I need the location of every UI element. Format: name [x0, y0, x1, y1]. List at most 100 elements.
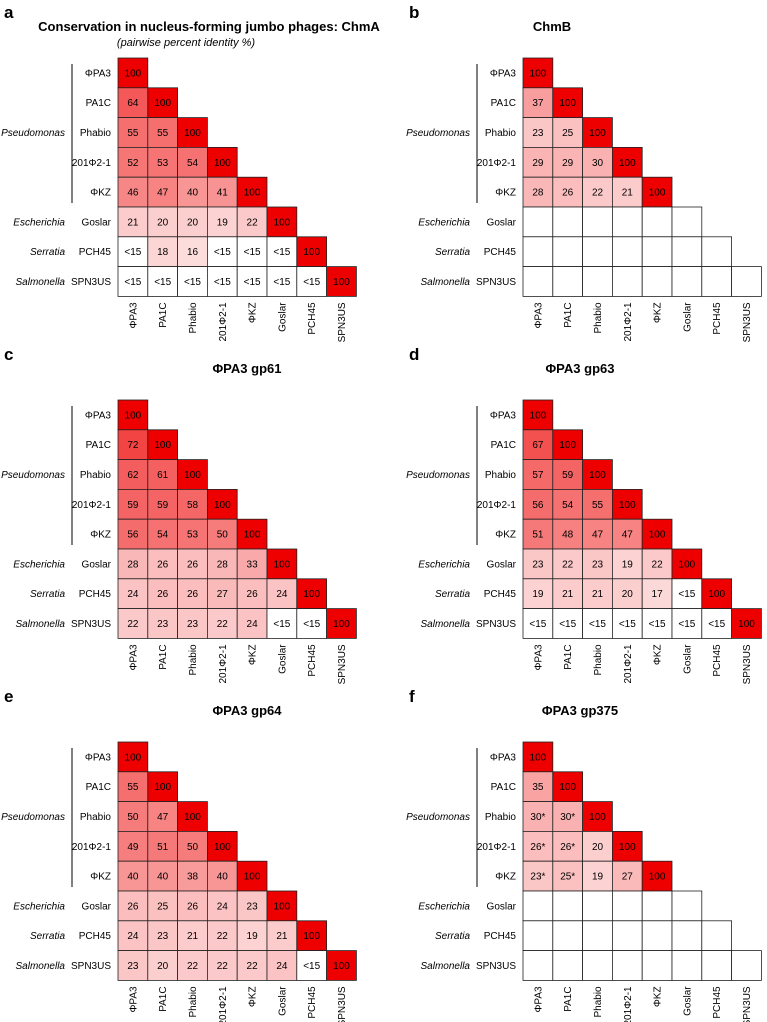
column-label: ΦKZ	[248, 986, 259, 1007]
cell-value: 48	[562, 530, 574, 541]
heatmap-cell	[582, 459, 613, 490]
cell-value: 28	[217, 559, 229, 570]
row-label: PCH45	[79, 931, 112, 942]
column-label: ΦKZ	[653, 302, 664, 323]
column-label: Goslar	[277, 986, 288, 1016]
genus-label: Pseudomonas	[406, 812, 470, 823]
heatmap-cell	[522, 771, 554, 803]
column-label: PA1C	[158, 986, 169, 1011]
cell-value: <15	[214, 247, 231, 258]
row-label: ΦPA3	[490, 752, 517, 763]
genus-label: Salmonella	[421, 619, 471, 630]
cell-value: 19	[622, 559, 634, 570]
cell-value: 17	[652, 589, 664, 600]
column-label: SPN3US	[742, 986, 753, 1022]
cell-value: 100	[214, 842, 231, 853]
heatmap-cell	[117, 608, 149, 639]
genus-label: Escherichia	[418, 901, 470, 912]
cell-value: 72	[127, 440, 139, 451]
cell-value: 47	[592, 530, 604, 541]
panel-a: a Conservation in nucleus-forming jumbo p…	[1, 3, 380, 342]
cell-value: 26	[157, 559, 169, 570]
column-label: Goslar	[682, 986, 693, 1016]
row-label: ΦKZ	[495, 188, 516, 199]
cell-value: 21	[187, 931, 199, 942]
cell-value: 30*	[530, 812, 545, 823]
column-label: SPN3US	[337, 986, 348, 1022]
cell-value: 100	[244, 188, 261, 199]
heatmap-cell	[641, 608, 673, 639]
cell-value: 20	[592, 842, 604, 853]
cell-value: 22	[592, 188, 604, 199]
cell-value: 100	[649, 872, 666, 883]
cell-value: 21	[592, 589, 604, 600]
row-label: PA1C	[491, 782, 516, 793]
cell-value: 52	[127, 158, 139, 169]
heatmap-cell	[671, 206, 703, 238]
column-label: PCH45	[307, 644, 318, 677]
column-label: PCH45	[307, 302, 318, 335]
row-label: Goslar	[487, 901, 517, 912]
heatmap-cell	[117, 429, 149, 461]
heatmap-cell	[266, 548, 298, 580]
column-label: SPN3US	[742, 644, 753, 684]
cell-value: 100	[649, 530, 666, 541]
heatmap-cell	[147, 146, 179, 178]
genus-label: Serratia	[30, 931, 65, 942]
cell-value: 55	[157, 128, 169, 139]
heatmap-cell	[522, 236, 554, 268]
panel-e: e ΦPA3 gp64 100 55 100 50 47 100 49 51 50 100 40 40 38…	[1, 687, 357, 1022]
cell-value: 23*	[530, 872, 545, 883]
cell-value: 19	[247, 931, 259, 942]
cell-value: 55	[127, 128, 139, 139]
cell-value: 28	[532, 188, 544, 199]
column-label: 201Φ2-1	[218, 986, 229, 1022]
heatmap-cell	[147, 608, 179, 639]
cell-value: 40	[217, 872, 229, 883]
genus-label: Serratia	[435, 247, 470, 258]
row-label: SPN3US	[476, 277, 516, 288]
row-label: PCH45	[79, 247, 112, 258]
heatmap-cell	[206, 890, 238, 922]
column-label: ΦKZ	[248, 302, 259, 323]
cell-value: <15	[244, 277, 261, 288]
heatmap-cell	[701, 608, 732, 639]
cell-value: 22	[217, 961, 229, 972]
heatmap-cell	[147, 920, 179, 952]
heatmap-cell	[552, 950, 584, 981]
heatmap-cell	[611, 488, 643, 520]
cell-value: 100	[303, 931, 320, 942]
column-label: ΦPA3	[128, 986, 139, 1013]
cell-value: 22	[187, 961, 199, 972]
cell-value: 100	[530, 410, 547, 421]
cell-value: 25	[157, 901, 169, 912]
heatmap-cell	[177, 578, 208, 610]
cell-value: 46	[127, 188, 139, 199]
heatmap-cell	[552, 801, 584, 832]
cell-value: 100	[589, 470, 606, 481]
heatmap-cell	[147, 236, 179, 268]
row-label: 201Φ2-1	[477, 158, 517, 169]
heatmap-cell	[611, 860, 643, 892]
genus-label: Pseudomonas	[406, 128, 470, 139]
heatmap-cell	[147, 860, 179, 892]
heatmap-cell	[582, 236, 613, 268]
cell-value: 21	[127, 217, 139, 228]
column-label: SPN3US	[337, 644, 348, 684]
cell-value: <15	[244, 247, 261, 258]
row-label: PA1C	[491, 98, 516, 109]
column-label: PA1C	[158, 644, 169, 669]
heatmap-cell	[582, 117, 613, 148]
column-label: ΦKZ	[248, 644, 259, 665]
cell-value: <15	[529, 619, 546, 630]
heatmap-cell	[582, 890, 613, 922]
heatmap-cell	[552, 206, 584, 238]
cell-value: 23	[187, 619, 199, 630]
column-label: Goslar	[682, 302, 693, 332]
panel-letter: b	[409, 3, 419, 22]
heatmap-cell	[236, 206, 268, 238]
heatmap-cell	[701, 266, 732, 297]
heatmap-cell	[522, 578, 554, 610]
cell-value: 54	[157, 530, 169, 541]
cell-value: 30	[592, 158, 604, 169]
